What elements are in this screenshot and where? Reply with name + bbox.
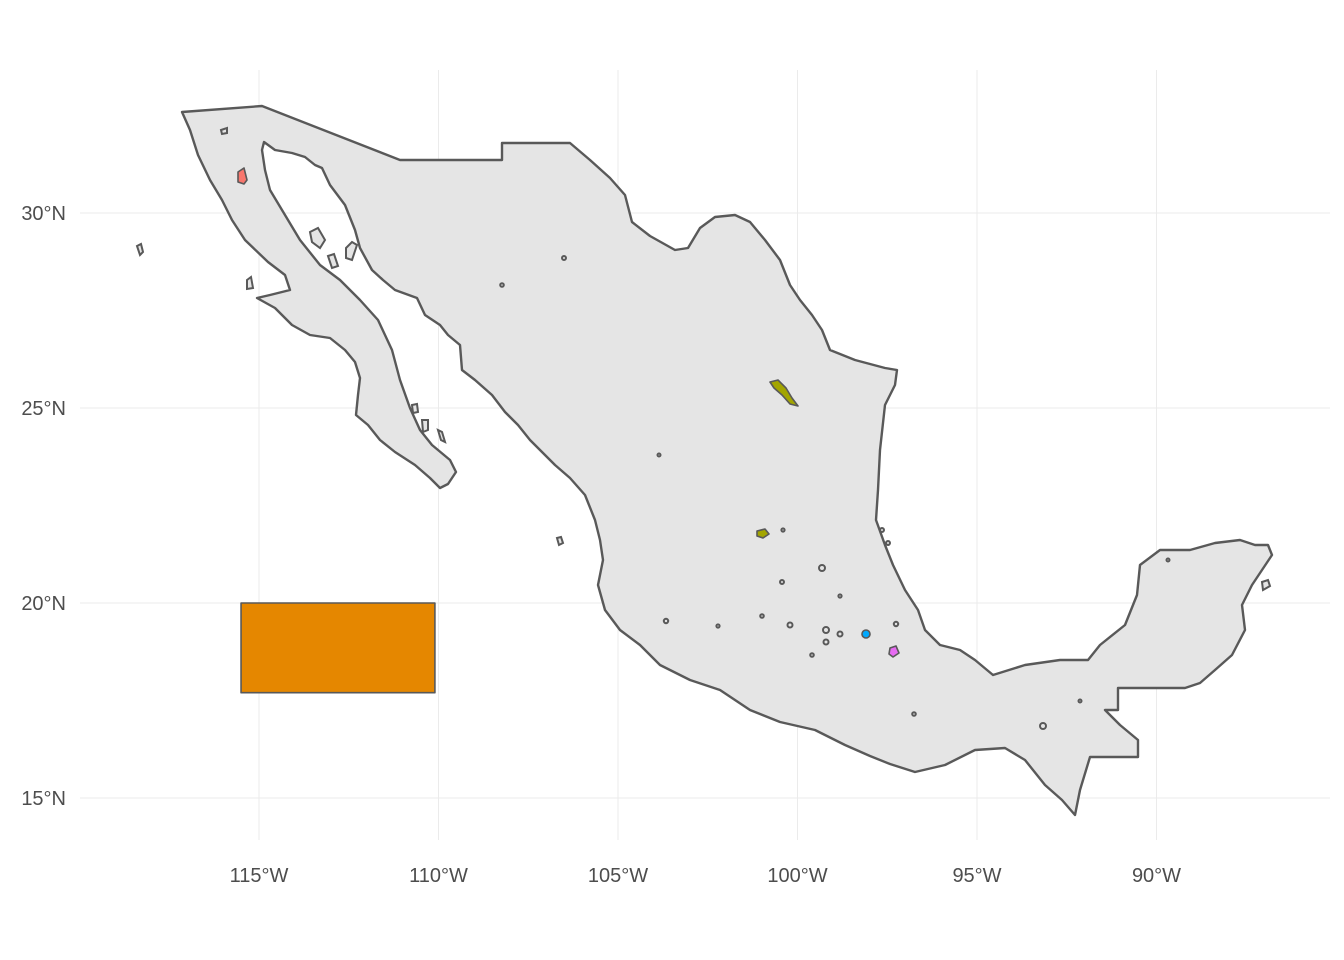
island-cayo-norte <box>219 126 228 136</box>
island-cozumel <box>1260 578 1272 592</box>
small-area <box>780 527 786 533</box>
small-area <box>836 630 844 638</box>
island-islas-marias <box>555 535 565 547</box>
area-orange <box>240 602 436 694</box>
small-area <box>892 620 900 628</box>
small-area <box>715 623 721 629</box>
small-area <box>1165 557 1171 563</box>
small-area <box>561 255 567 261</box>
latitude-tick-label: 20°N <box>21 593 66 615</box>
small-area <box>822 626 830 634</box>
longitude-tick-label: 115°W <box>230 865 289 887</box>
mainland-mexico <box>180 104 1274 817</box>
island-angel-de-la-guarda <box>308 226 327 250</box>
small-inland-areas <box>499 255 1171 730</box>
latitude-tick-label: 25°N <box>21 398 66 420</box>
small-area <box>779 579 785 585</box>
small-area <box>499 282 505 288</box>
island-cedros <box>246 275 255 291</box>
island-tiburon <box>345 240 359 262</box>
small-area <box>809 652 815 658</box>
small-area <box>759 613 765 619</box>
area-green <box>756 528 770 539</box>
island-cerralvo <box>436 428 447 444</box>
longitude-tick-label: 110°W <box>409 865 468 887</box>
small-area <box>822 638 830 646</box>
area-magenta <box>888 645 900 658</box>
longitude-tick-labels: 115°W 110°W 105°W 100°W 95°W 90°W <box>230 865 1182 887</box>
small-area <box>1077 698 1083 704</box>
latitude-tick-label: 30°N <box>21 203 66 225</box>
longitude-tick-label: 100°W <box>767 865 827 887</box>
small-area <box>911 711 917 717</box>
longitude-tick-label: 90°W <box>1132 865 1181 887</box>
highlighted-areas <box>237 167 900 694</box>
small-area <box>656 452 662 458</box>
mexico-outline <box>135 104 1274 817</box>
area-blue <box>861 629 871 639</box>
area-red <box>237 167 248 185</box>
small-area <box>1039 722 1047 730</box>
area-olive <box>769 379 799 407</box>
longitude-tick-label: 95°W <box>952 865 1001 887</box>
latitude-tick-label: 15°N <box>21 788 66 810</box>
small-area <box>879 527 885 533</box>
small-area <box>662 617 670 625</box>
island-guadalupe <box>135 242 145 257</box>
island-san-esteban <box>326 252 340 270</box>
small-area <box>837 593 843 599</box>
longitude-tick-label: 105°W <box>588 865 648 887</box>
small-area <box>786 621 794 629</box>
island-espiritu-santo <box>410 402 420 415</box>
latitude-tick-labels: 15°N 20°N 25°N 30°N <box>21 203 66 810</box>
small-area <box>885 540 891 546</box>
small-area <box>818 564 826 572</box>
island-carmen <box>420 419 429 434</box>
